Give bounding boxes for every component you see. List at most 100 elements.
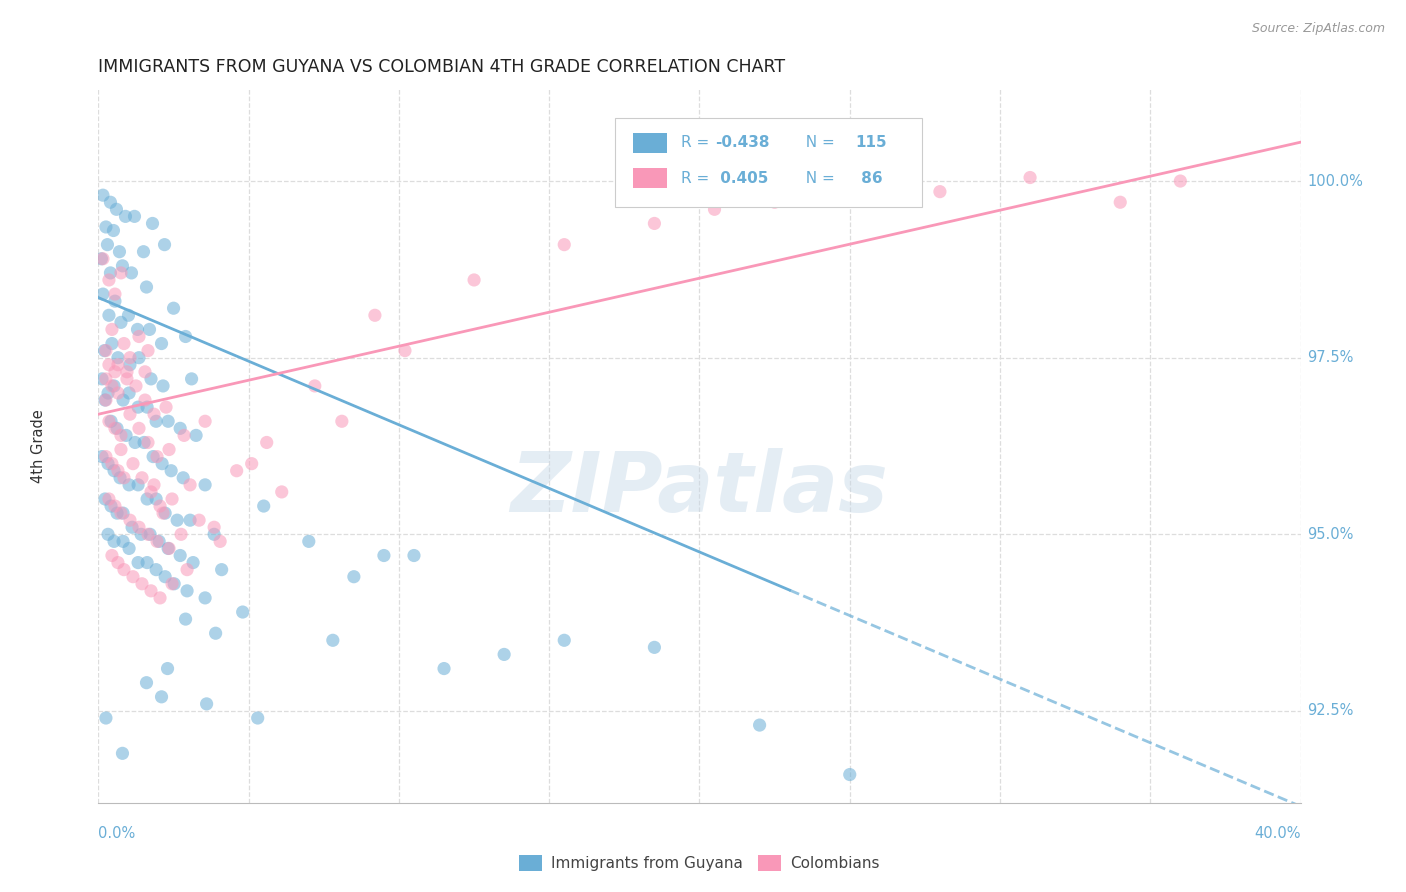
- Point: [104, 421, 127, 435]
- Point: [131, 576, 153, 591]
- Point: [128, 351, 150, 365]
- Text: N =: N =: [796, 171, 839, 186]
- Point: [112, 534, 135, 549]
- Point: [194, 478, 217, 492]
- Point: [136, 527, 159, 541]
- Point: [157, 414, 180, 428]
- Text: R =: R =: [682, 136, 714, 150]
- Point: [256, 435, 278, 450]
- Point: [202, 520, 225, 534]
- Point: [100, 414, 122, 428]
- Point: [246, 711, 269, 725]
- Point: [145, 563, 167, 577]
- Point: [97, 457, 120, 471]
- Point: [104, 287, 127, 301]
- Point: [202, 527, 225, 541]
- Point: [118, 386, 141, 401]
- Point: [160, 576, 183, 591]
- Point: [110, 315, 132, 329]
- Text: Source: ZipAtlas.com: Source: ZipAtlas.com: [1251, 22, 1385, 36]
- Point: [136, 491, 159, 506]
- Point: [131, 471, 153, 485]
- Point: [149, 591, 172, 605]
- Point: [94, 219, 117, 234]
- Point: [145, 414, 167, 428]
- Text: 4th Grade: 4th Grade: [31, 409, 46, 483]
- Point: [343, 570, 366, 584]
- Point: [107, 556, 129, 570]
- Point: [304, 379, 326, 393]
- Point: [170, 527, 193, 541]
- Point: [139, 527, 162, 541]
- Point: [94, 450, 117, 464]
- Point: [136, 435, 159, 450]
- Point: [152, 506, 174, 520]
- Point: [156, 662, 179, 676]
- Point: [127, 322, 149, 336]
- Text: ZIPatlas: ZIPatlas: [510, 449, 889, 529]
- Point: [107, 386, 129, 401]
- Point: [174, 329, 197, 343]
- Point: [122, 570, 145, 584]
- Point: [127, 556, 149, 570]
- Point: [97, 527, 120, 541]
- Point: [1109, 195, 1132, 210]
- Point: [107, 351, 129, 365]
- Point: [160, 464, 183, 478]
- Point: [112, 506, 135, 520]
- Point: [838, 767, 860, 781]
- Text: IMMIGRANTS FROM GUYANA VS COLOMBIAN 4TH GRADE CORRELATION CHART: IMMIGRANTS FROM GUYANA VS COLOMBIAN 4TH …: [98, 58, 786, 76]
- Point: [115, 428, 138, 442]
- Point: [150, 457, 173, 471]
- Point: [114, 210, 136, 224]
- Point: [298, 534, 321, 549]
- Point: [103, 379, 125, 393]
- Point: [97, 491, 120, 506]
- Point: [135, 280, 157, 294]
- Point: [148, 534, 170, 549]
- Point: [111, 259, 134, 273]
- FancyBboxPatch shape: [633, 133, 666, 153]
- Point: [105, 202, 128, 217]
- Point: [121, 520, 143, 534]
- FancyBboxPatch shape: [633, 169, 666, 188]
- Point: [104, 294, 127, 309]
- Point: [110, 506, 132, 520]
- Point: [91, 252, 114, 266]
- Point: [146, 534, 169, 549]
- Point: [128, 520, 150, 534]
- Point: [869, 181, 891, 195]
- Point: [169, 421, 191, 435]
- Point: [146, 450, 169, 464]
- Point: [330, 414, 353, 428]
- Point: [118, 513, 141, 527]
- Point: [194, 591, 217, 605]
- Point: [105, 421, 128, 435]
- Point: [115, 365, 138, 379]
- Point: [108, 471, 131, 485]
- Point: [107, 358, 129, 372]
- Point: [181, 556, 204, 570]
- Point: [184, 428, 207, 442]
- Point: [97, 386, 120, 401]
- Text: 86: 86: [856, 171, 883, 186]
- Point: [402, 549, 425, 563]
- Point: [153, 506, 176, 520]
- Text: 0.405: 0.405: [716, 171, 769, 186]
- Point: [128, 421, 150, 435]
- Point: [204, 626, 226, 640]
- Point: [101, 336, 124, 351]
- Point: [118, 358, 141, 372]
- Point: [173, 428, 195, 442]
- Point: [110, 266, 132, 280]
- Point: [100, 195, 122, 210]
- Point: [132, 435, 155, 450]
- Point: [748, 718, 770, 732]
- Point: [91, 450, 114, 464]
- Point: [134, 393, 156, 408]
- Point: [118, 351, 141, 365]
- Point: [240, 457, 263, 471]
- Point: [135, 675, 157, 690]
- Point: [127, 478, 149, 492]
- Point: [1019, 170, 1042, 185]
